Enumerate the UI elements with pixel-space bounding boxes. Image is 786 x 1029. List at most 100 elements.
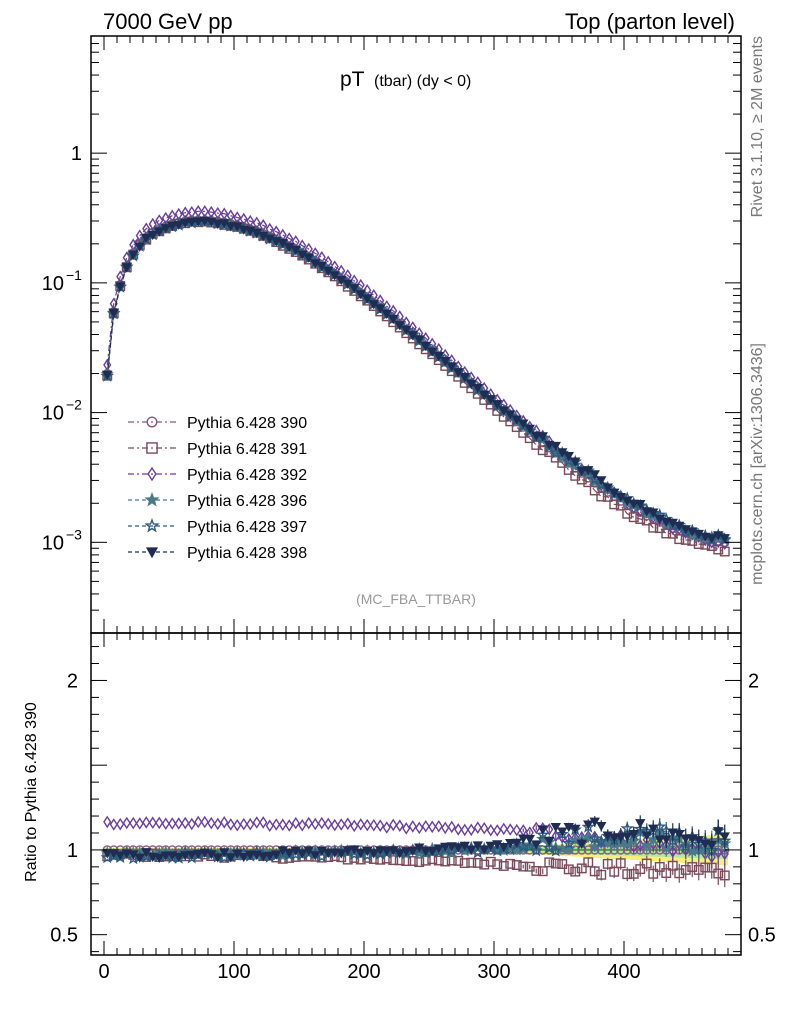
ratio-point [679, 839, 693, 853]
data-point [687, 527, 698, 537]
ratio-point [674, 829, 685, 840]
data-point [375, 304, 386, 314]
ratio-point [648, 868, 659, 879]
ratio-point [213, 817, 222, 831]
ratio-point [246, 817, 255, 831]
data-point [264, 234, 275, 244]
ratio-point [102, 849, 113, 859]
ratio-point [589, 866, 600, 877]
ratio-point [506, 823, 515, 836]
data-point [388, 314, 399, 325]
data-point [459, 373, 470, 383]
data-point [667, 528, 678, 539]
ratio-point [382, 821, 391, 834]
data-point [316, 261, 327, 272]
legend-entry: Pythia 6.428 390 [128, 415, 307, 432]
ratio-point [160, 851, 171, 861]
ratio-point [714, 846, 723, 859]
ratio-point [407, 856, 418, 866]
ratio-point [498, 861, 509, 871]
ratio-point [706, 840, 717, 851]
chart-title-main: pT [340, 68, 365, 91]
ratio-point [557, 827, 568, 837]
ratio-point [434, 819, 443, 833]
ratio-point [557, 859, 568, 869]
ratio-point [531, 840, 542, 850]
ratio-point [472, 857, 483, 868]
data-point [485, 395, 496, 405]
ratio-point [381, 846, 392, 857]
ratio-point [421, 819, 430, 833]
data-point [180, 218, 191, 229]
ratio-point [290, 846, 301, 856]
y-tick-label: 10 [42, 273, 64, 295]
ratio-point [420, 855, 431, 866]
legend-marker [144, 492, 160, 507]
ratio-point [563, 864, 574, 875]
rivet-version-label: Rivet 3.1.10, ≥ 2M events [749, 36, 766, 217]
ratio-point [713, 827, 724, 837]
ratio-point [486, 823, 495, 837]
ratio-point [142, 816, 151, 829]
legend-entry: Pythia 6.428 397 [128, 518, 307, 536]
legend-marker [144, 518, 160, 533]
ratio-point [667, 860, 678, 871]
ratio-point [369, 818, 378, 832]
data-point [394, 321, 405, 331]
ratio-point [239, 817, 248, 831]
data-point [108, 308, 119, 319]
analysis-watermark: (MC_FBA_TTBAR) [356, 591, 476, 607]
ratio-plot-series [100, 815, 732, 888]
ratio-point [687, 862, 698, 872]
ratio-point [648, 824, 659, 834]
data-point [589, 470, 600, 480]
ratio-point [427, 846, 438, 857]
ratio-point [168, 817, 177, 830]
ratio-point [518, 834, 529, 844]
ratio-point [466, 857, 477, 868]
ratio-point [259, 816, 268, 829]
ratio-point [401, 856, 412, 867]
ratio-point [454, 823, 463, 836]
data-point [167, 221, 178, 232]
ratio-point [238, 852, 249, 863]
legend-entry: Pythia 6.428 392 [128, 466, 307, 484]
ratio-point [602, 858, 613, 869]
ratio-point [583, 820, 594, 830]
ratio-point [622, 832, 633, 842]
ratio-y-tick-label-left: 1 [67, 840, 78, 862]
ratio-point [187, 817, 196, 831]
ratio-point [376, 819, 385, 832]
ratio-point [615, 833, 626, 843]
ratio-point [588, 831, 602, 845]
ratio-point [505, 839, 516, 849]
ratio-point [200, 815, 209, 829]
ratio-point [473, 821, 482, 834]
data-point [329, 271, 340, 281]
data-point [680, 534, 691, 545]
ratio-point [220, 816, 229, 829]
main-plot-series [100, 205, 732, 557]
ratio-point [350, 819, 359, 833]
data-point [453, 368, 464, 378]
ratio-point [668, 845, 677, 858]
ratio-point [467, 823, 476, 837]
ratio-point [562, 836, 576, 849]
ratio-point [661, 835, 672, 845]
data-point [492, 400, 503, 410]
x-tick-label: 300 [477, 961, 510, 983]
legend-marker [145, 547, 159, 559]
data-point [596, 491, 607, 502]
ratio-point [537, 866, 548, 877]
ratio-point [550, 858, 561, 869]
ratio-point [258, 852, 269, 862]
ratio-point [466, 845, 477, 855]
ratio-point [161, 817, 170, 831]
ratio-y-tick-label-right: 1 [748, 840, 759, 862]
ratio-point [440, 856, 451, 867]
ratio-point [212, 853, 223, 863]
data-point [589, 485, 600, 496]
data-point [310, 259, 321, 269]
ratio-point [654, 835, 665, 845]
ratio-point [635, 864, 646, 875]
